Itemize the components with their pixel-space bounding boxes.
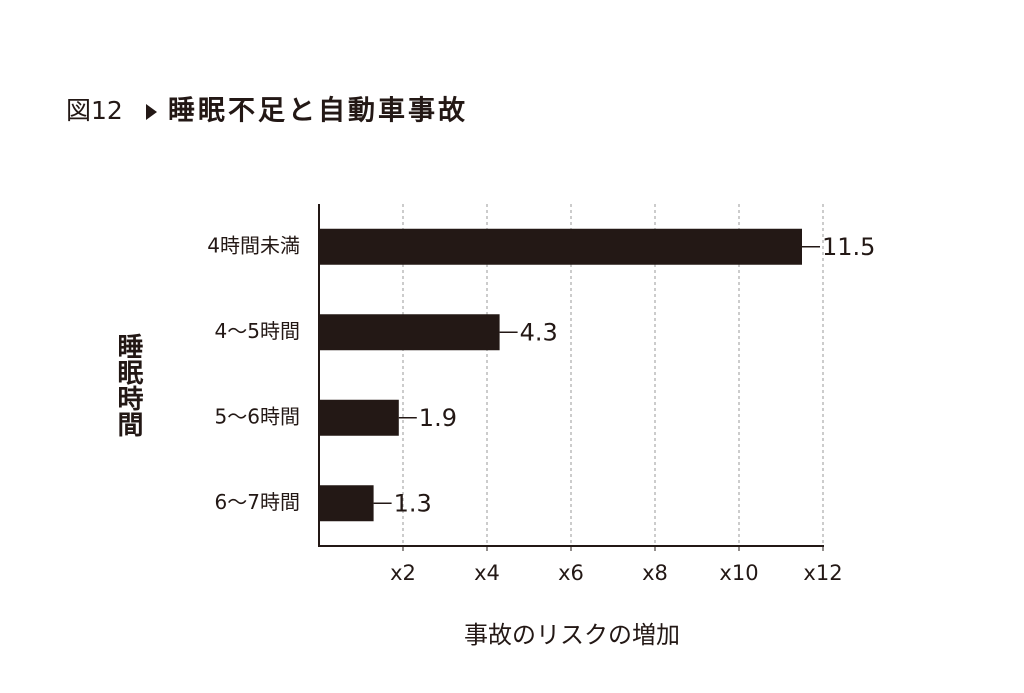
- x-tick-label: x10: [719, 561, 758, 585]
- y-axis-label: 睡眠時間: [113, 333, 143, 437]
- bar: [319, 399, 399, 436]
- bar: [319, 314, 500, 351]
- value-label: 11.5: [822, 233, 875, 261]
- y-tick-label: 5〜6時間: [215, 404, 300, 428]
- y-tick-label: 4〜5時間: [215, 319, 300, 343]
- bar: [319, 485, 374, 522]
- bar: [319, 228, 802, 265]
- title-arrow: [146, 104, 157, 120]
- x-tick-label: x2: [390, 561, 416, 585]
- chart-title-label: 図12: [66, 96, 123, 125]
- value-label: 1.3: [394, 489, 432, 517]
- y-tick-label: 4時間未満: [207, 233, 300, 257]
- x-tick-label: x12: [803, 561, 842, 585]
- chart-title: 睡眠不足と自動車事故: [168, 95, 468, 127]
- y-tick-label: 6〜7時間: [215, 490, 300, 514]
- x-tick-label: x6: [558, 561, 584, 585]
- x-tick-label: x8: [642, 561, 668, 585]
- x-tick-label: x4: [474, 561, 500, 585]
- value-label: 1.9: [419, 404, 457, 432]
- value-label: 4.3: [520, 318, 558, 346]
- x-axis-label: 事故のリスクの増加: [464, 621, 680, 649]
